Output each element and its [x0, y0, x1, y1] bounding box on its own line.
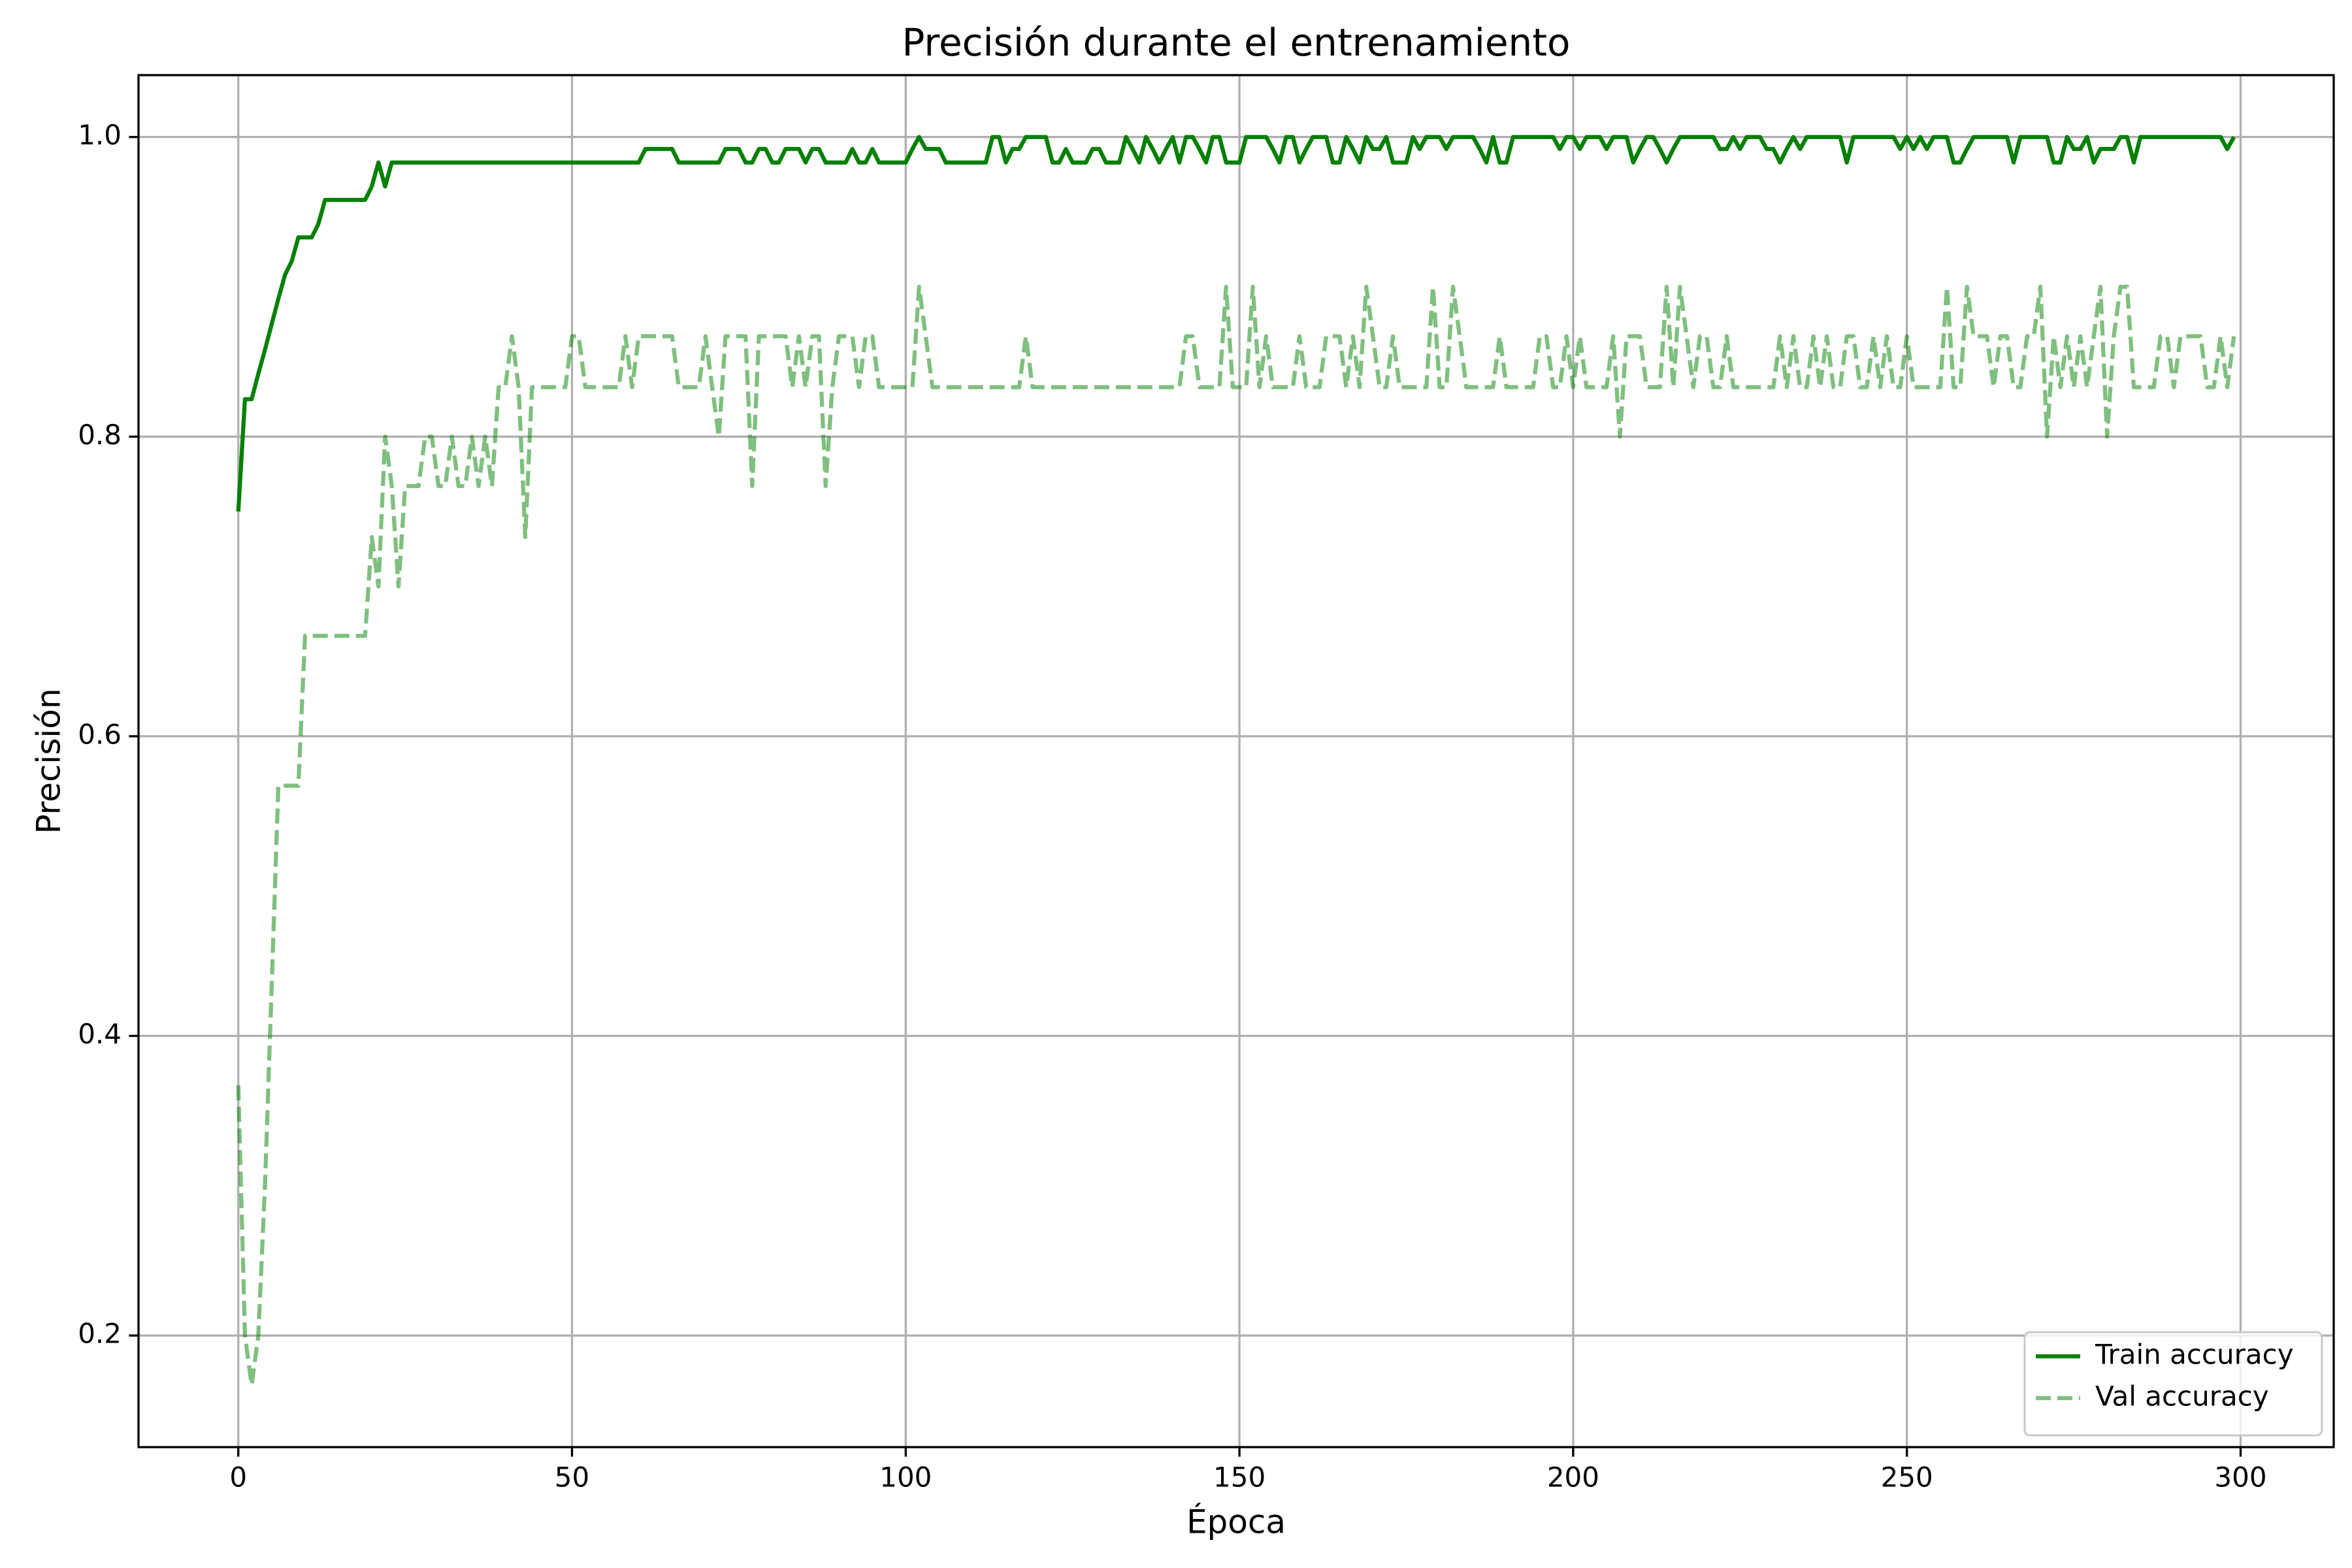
chart-title: Precisión durante el entrenamiento [902, 20, 1570, 65]
x-tick-label: 200 [1547, 1462, 1599, 1494]
x-tick-label: 300 [2214, 1462, 2266, 1494]
legend: Train accuracy Val accuracy [2023, 1331, 2323, 1437]
x-tick-label: 250 [1881, 1462, 1933, 1494]
y-tick-label: 0.2 [78, 1318, 122, 1350]
legend-label: Val accuracy [2095, 1380, 2269, 1413]
y-tick-label: 1.0 [78, 119, 122, 151]
y-tick-label: 0.6 [78, 718, 122, 750]
plot-frame [137, 74, 2335, 1448]
y-tick-label: 0.8 [78, 419, 122, 451]
x-tick-label: 0 [229, 1462, 247, 1494]
legend-label: Train accuracy [2095, 1339, 2294, 1371]
x-tick-label: 100 [879, 1462, 932, 1494]
y-tick-label: 0.4 [78, 1018, 122, 1050]
series-line [236, 284, 2236, 1387]
grid [139, 75, 2334, 1447]
x-axis-label: Época [1186, 1503, 1286, 1541]
y-axis-label: Precisión [30, 688, 68, 834]
legend-box [2023, 1331, 2323, 1437]
x-tick-label: 150 [1213, 1462, 1266, 1494]
series-line [236, 135, 2236, 512]
x-tick-label: 50 [555, 1462, 589, 1494]
